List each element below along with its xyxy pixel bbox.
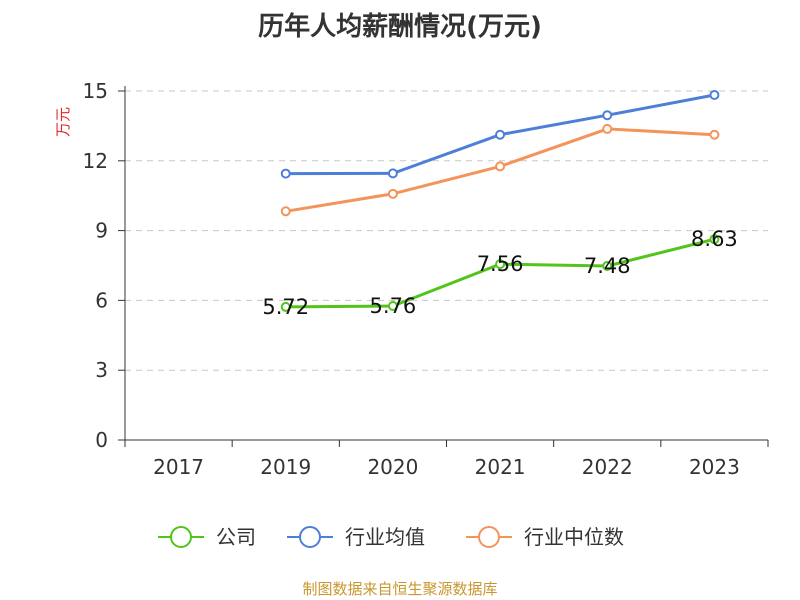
- y-axis-title: 万元: [54, 107, 72, 137]
- data-point: [280, 206, 291, 217]
- y-tick-label: 15: [83, 79, 108, 103]
- data-point: [709, 129, 720, 140]
- data-label: 8.63: [691, 227, 738, 251]
- grid-lines: [125, 90, 768, 371]
- y-tick-label: 6: [95, 288, 108, 312]
- legend-marker: [299, 526, 321, 548]
- data-label: 7.56: [477, 252, 524, 276]
- data-point: [709, 89, 720, 100]
- data-point: [602, 260, 613, 271]
- x-tick-label: 2023: [689, 455, 740, 479]
- legend-item-2[interactable]: 行业均值: [287, 525, 425, 549]
- data-label: 5.76: [370, 294, 417, 318]
- data-point: [495, 259, 506, 270]
- data-point: [387, 168, 398, 179]
- legend: 公司 行业均值 行业中位数: [158, 525, 624, 549]
- series-lines: [280, 89, 720, 312]
- y-tick-label: 9: [95, 219, 108, 243]
- legend-item-3[interactable]: 行业中位数: [466, 525, 624, 549]
- x-tick-label: 2021: [475, 455, 526, 479]
- data-point: [602, 110, 613, 121]
- y-tick-label: 12: [83, 149, 108, 173]
- legend-item-1[interactable]: 公司: [158, 525, 256, 549]
- data-point: [387, 188, 398, 199]
- series-1: [280, 234, 720, 312]
- legend-label: 行业中位数: [524, 525, 624, 549]
- x-tick-label: 2020: [367, 455, 418, 479]
- data-point: [280, 168, 291, 179]
- data-point: [387, 300, 398, 311]
- data-label: 7.48: [584, 254, 631, 278]
- source-note: 制图数据来自恒生聚源数据库: [302, 580, 498, 598]
- series-3: [280, 123, 720, 217]
- series-2: [280, 89, 720, 179]
- y-tick-label: 0: [95, 428, 108, 452]
- data-point: [709, 234, 720, 245]
- data-point: [280, 301, 291, 312]
- x-tick-label: 2019: [260, 455, 311, 479]
- data-point: [602, 123, 613, 134]
- legend-label: 行业均值: [345, 525, 425, 549]
- x-tick-label: 2022: [582, 455, 633, 479]
- legend-marker: [478, 526, 500, 548]
- legend-label: 公司: [216, 525, 256, 549]
- axes: 0 3 6 9 12 15 2017 2019 2020 2021 2022 2023 万元: [54, 79, 769, 479]
- y-tick-label: 3: [95, 358, 108, 382]
- legend-marker: [170, 526, 192, 548]
- chart-title: 历年人均薪酬情况(万元): [258, 12, 542, 42]
- data-point: [495, 129, 506, 140]
- x-tick-label: 2017: [153, 455, 204, 479]
- data-point: [495, 161, 506, 172]
- data-labels: 5.72 5.76 7.56 7.48 8.63: [262, 227, 737, 319]
- data-label: 5.72: [262, 295, 309, 319]
